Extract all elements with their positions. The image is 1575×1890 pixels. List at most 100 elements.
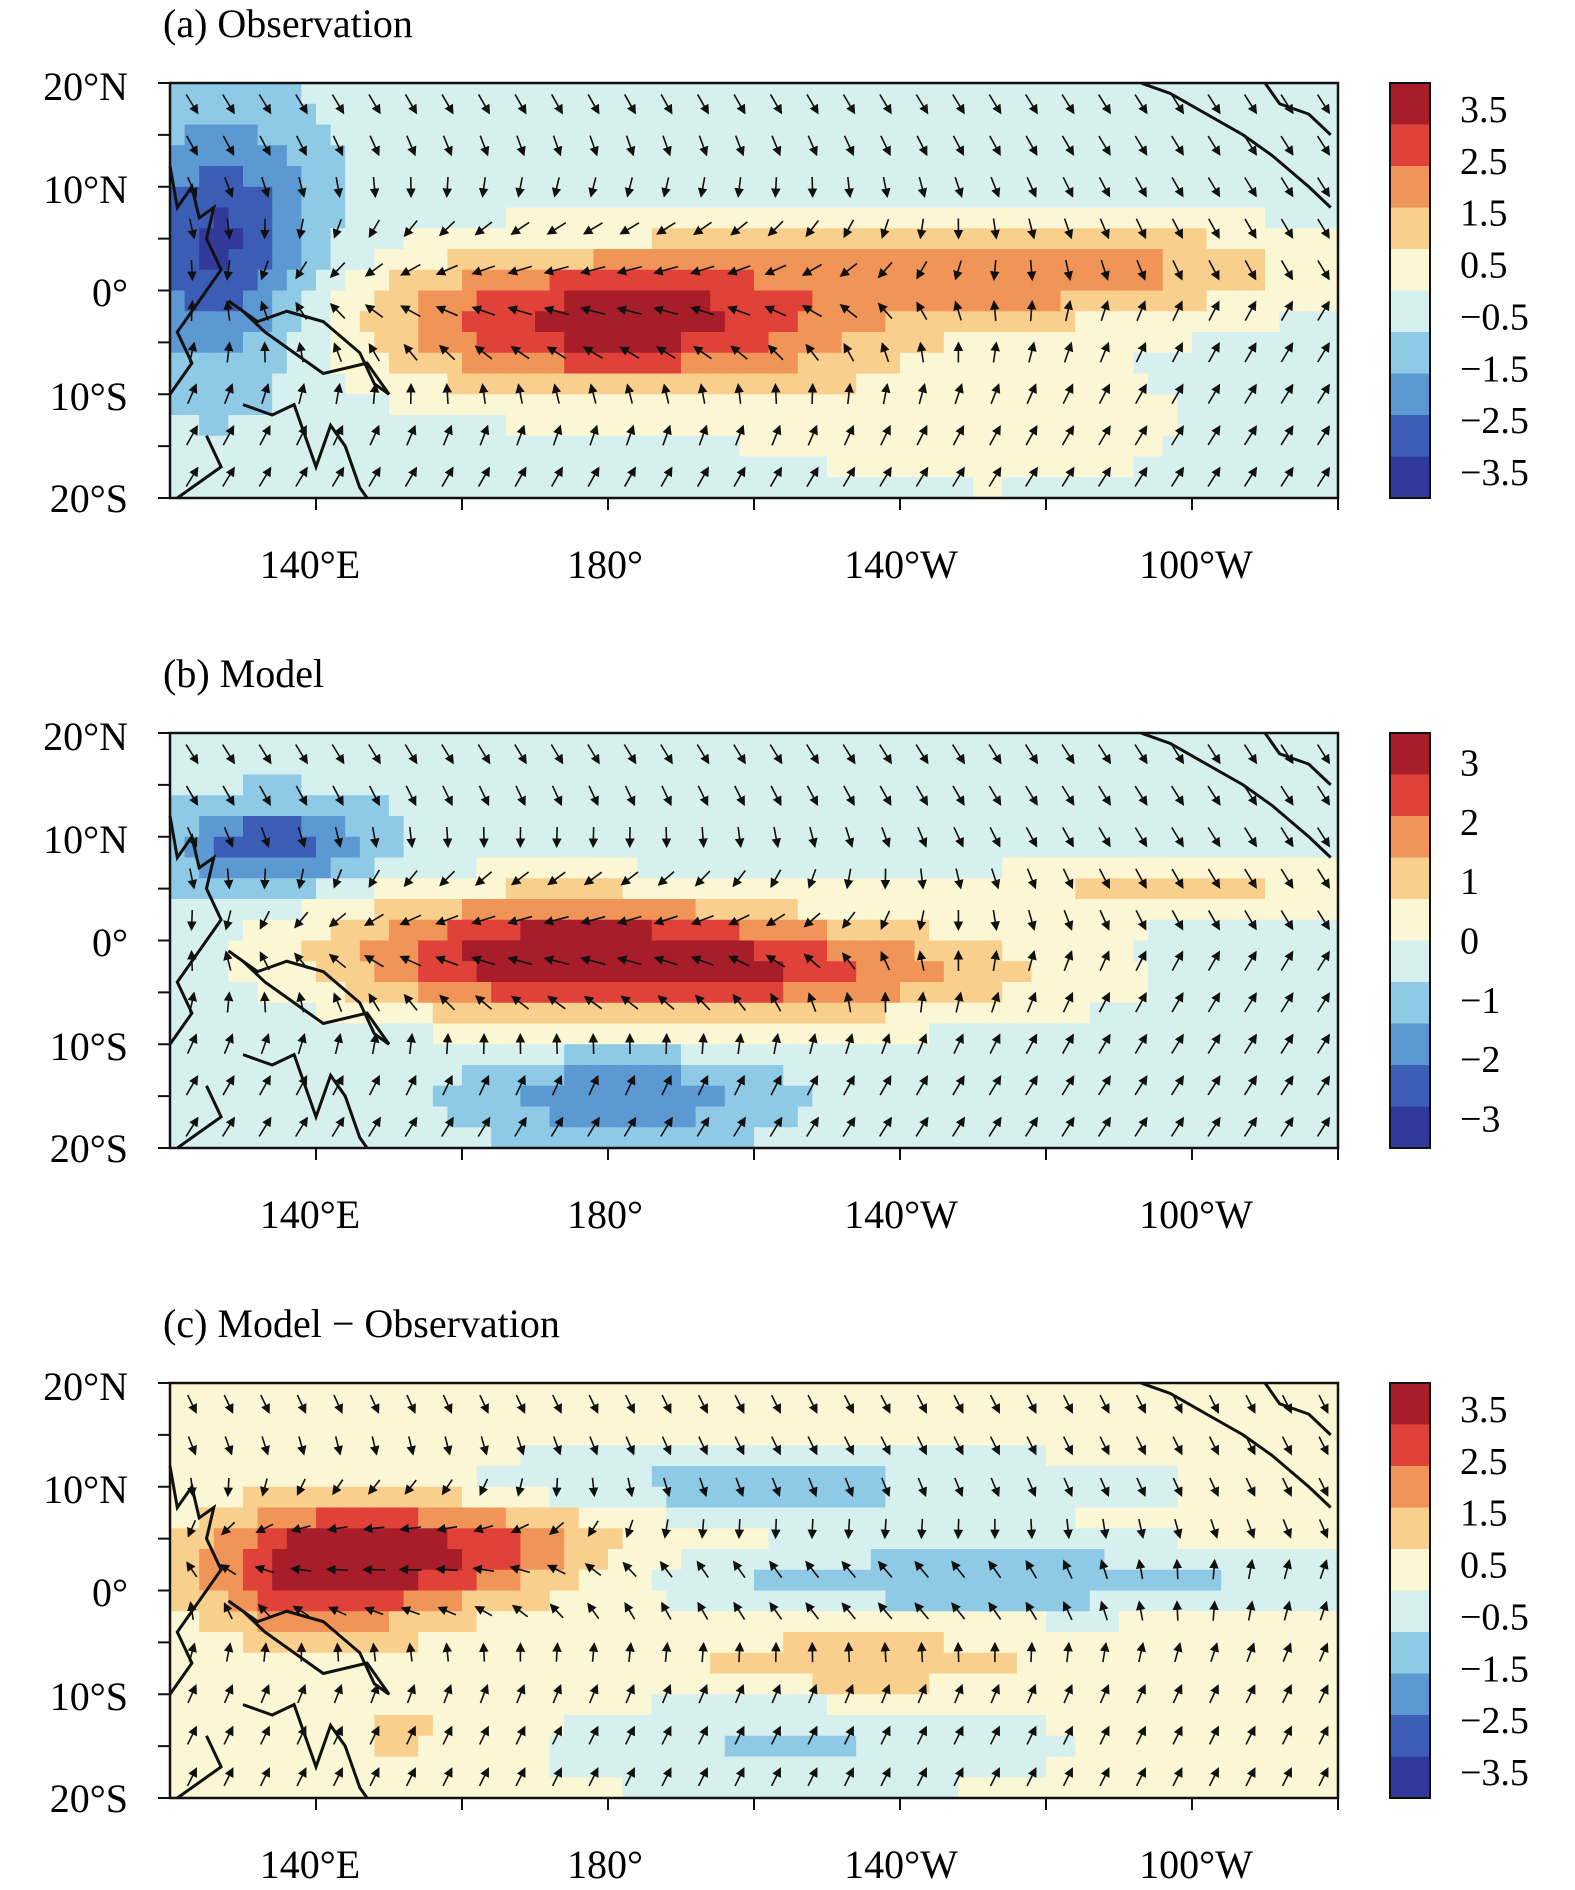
- heatmap-cells: [170, 83, 1339, 499]
- heatmap-cell: [987, 1023, 1003, 1045]
- heatmap-cell: [710, 1445, 726, 1467]
- wind-arrow: [1170, 466, 1185, 487]
- heatmap-cell: [564, 228, 580, 250]
- heatmap-cell: [535, 145, 551, 167]
- heatmap-cell: [973, 1002, 989, 1025]
- heatmap-cell: [330, 795, 346, 817]
- wind-arrow: [661, 1032, 672, 1055]
- heatmap-cell: [608, 1756, 624, 1778]
- heatmap-cell: [593, 1735, 609, 1758]
- wind-arrow: [842, 94, 856, 115]
- heatmap-cell: [1265, 982, 1281, 1004]
- heatmap-cell: [1133, 1023, 1149, 1045]
- wind-arrow: [954, 176, 964, 198]
- wind-arrow: [295, 1116, 308, 1137]
- heatmap-cell: [491, 1424, 507, 1446]
- heatmap-cell: [593, 1673, 609, 1695]
- heatmap-cell: [812, 1735, 828, 1758]
- heatmap-cell: [1046, 1002, 1062, 1025]
- heatmap-cell: [374, 477, 390, 499]
- heatmap-cell: [724, 1445, 740, 1467]
- heatmap-cell: [856, 1777, 872, 1799]
- heatmap-cell: [286, 1106, 302, 1128]
- heatmap-cell: [462, 1044, 478, 1066]
- heatmap-cell: [666, 1002, 682, 1025]
- heatmap-cell: [301, 332, 317, 354]
- wind-arrow: [222, 466, 235, 487]
- heatmap-cell: [1119, 940, 1135, 962]
- heatmap-cell: [257, 145, 273, 167]
- heatmap-cell: [549, 857, 565, 879]
- heatmap-cell: [929, 1127, 945, 1149]
- heatmap-cell: [359, 103, 375, 126]
- heatmap-cell: [535, 352, 551, 375]
- wind-arrow: [187, 259, 197, 282]
- heatmap-cell: [374, 919, 390, 942]
- heatmap-cell: [272, 1023, 288, 1045]
- heatmap-cell: [1162, 290, 1178, 312]
- heatmap-cell: [1294, 145, 1310, 167]
- heatmap-cell: [1089, 1065, 1105, 1087]
- heatmap-cell: [403, 1044, 419, 1066]
- heatmap-cell: [797, 816, 813, 838]
- heatmap-cell: [432, 1611, 448, 1633]
- heatmap-cell: [900, 1106, 916, 1128]
- heatmap-cell: [286, 1403, 302, 1426]
- heatmap-cell: [1031, 394, 1047, 416]
- wind-arrow: [661, 383, 671, 404]
- heatmap-cell: [359, 919, 375, 942]
- heatmap-cell: [1221, 961, 1237, 983]
- heatmap-cell: [345, 1085, 361, 1108]
- heatmap-cell: [564, 186, 580, 209]
- heatmap-cell: [578, 186, 594, 209]
- heatmap-cell: [432, 1756, 448, 1778]
- heatmap-cell: [681, 145, 697, 167]
- heatmap-cell: [170, 1002, 186, 1025]
- heatmap-cell: [929, 1106, 945, 1128]
- heatmap-cell: [973, 435, 989, 458]
- colorbar-swatch: [1390, 816, 1430, 858]
- x-tick-label: 180°: [567, 1192, 643, 1237]
- heatmap-cell: [797, 1528, 813, 1550]
- heatmap-cell: [724, 816, 740, 838]
- heatmap-cell: [681, 1652, 697, 1675]
- heatmap-cell: [520, 816, 536, 838]
- heatmap-cell: [1046, 228, 1062, 250]
- heatmap-cell: [651, 228, 667, 250]
- heatmap-cell: [564, 1403, 580, 1426]
- heatmap-cell: [447, 982, 463, 1004]
- heatmap-cell: [243, 477, 259, 499]
- heatmap-cell: [724, 1023, 740, 1045]
- heatmap-cell: [520, 899, 536, 921]
- heatmap-cell: [549, 456, 565, 478]
- heatmap-cell: [359, 899, 375, 921]
- heatmap-cell: [1323, 857, 1339, 879]
- heatmap-cell: [739, 1023, 755, 1045]
- heatmap-cell: [170, 1756, 186, 1778]
- heatmap-cell: [710, 774, 726, 796]
- heatmap-cell: [797, 795, 813, 817]
- heatmap-cell: [651, 899, 667, 921]
- heatmap-cell: [681, 1611, 697, 1633]
- heatmap-cell: [213, 332, 229, 354]
- heatmap-cell: [345, 228, 361, 250]
- heatmap-cell: [1162, 836, 1178, 859]
- heatmap-cell: [885, 1715, 901, 1737]
- heatmap-cell: [243, 1715, 259, 1737]
- heatmap-cell: [622, 1756, 638, 1778]
- wind-arrow: [1099, 218, 1110, 240]
- heatmap-cell: [637, 435, 653, 458]
- heatmap-cell: [827, 186, 843, 209]
- heatmap-cell: [447, 1424, 463, 1446]
- heatmap-cell: [1002, 103, 1018, 126]
- heatmap-cell: [754, 816, 770, 838]
- wind-arrow: [187, 341, 198, 363]
- heatmap-cell: [666, 186, 682, 209]
- heatmap-cell: [520, 1023, 536, 1045]
- heatmap-cell: [1250, 1085, 1266, 1108]
- heatmap-cell: [505, 1569, 521, 1592]
- heatmap-cell: [637, 145, 653, 167]
- heatmap-cell: [228, 1632, 244, 1654]
- heatmap-cell: [1323, 1044, 1339, 1066]
- heatmap-cell: [462, 435, 478, 458]
